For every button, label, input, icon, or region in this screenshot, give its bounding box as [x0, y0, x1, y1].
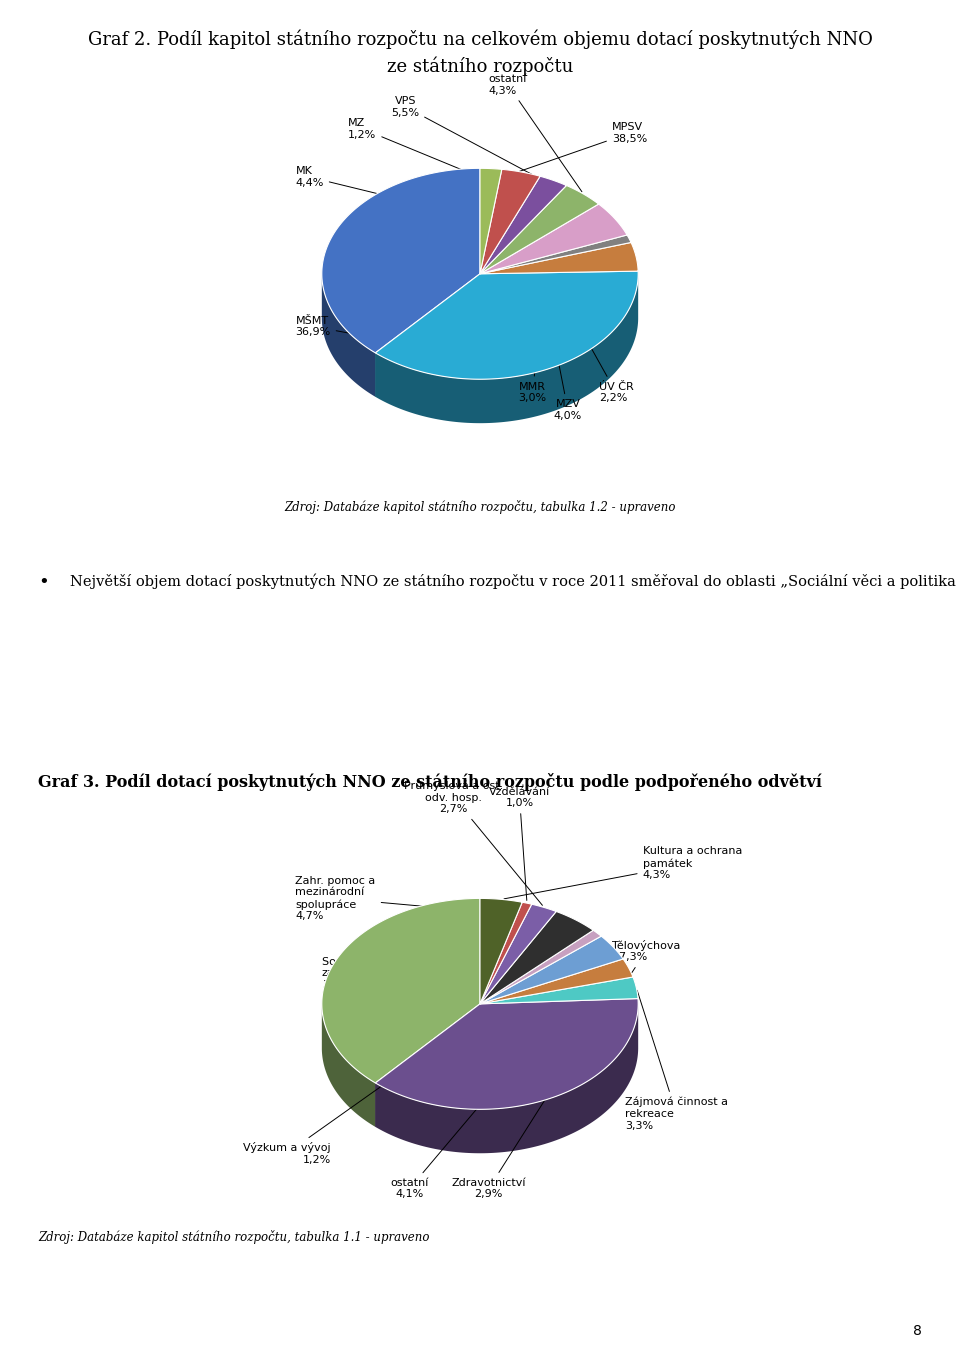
Polygon shape: [480, 235, 631, 274]
Polygon shape: [480, 242, 638, 274]
Polygon shape: [480, 902, 532, 1003]
Polygon shape: [375, 1005, 638, 1153]
Polygon shape: [480, 204, 627, 274]
Text: Zahr. pomoc a
mezinárodní
spolupráce
4,7%: Zahr. pomoc a mezinárodní spolupráce 4,7…: [296, 876, 573, 921]
Polygon shape: [480, 936, 623, 1003]
Polygon shape: [480, 930, 601, 1003]
Polygon shape: [480, 898, 522, 1003]
Polygon shape: [322, 1006, 375, 1128]
Text: Zdravotnictví
2,9%: Zdravotnictví 2,9%: [451, 971, 627, 1199]
Polygon shape: [375, 274, 480, 397]
Text: MŠMT
36,9%: MŠMT 36,9%: [296, 316, 544, 369]
Text: Graf 2. Podíl kapitol státního rozpočtu na celkovém objemu dotací poskytnutých N: Graf 2. Podíl kapitol státního rozpočtu …: [87, 30, 873, 77]
Text: MK
4,4%: MK 4,4%: [296, 166, 634, 256]
Polygon shape: [375, 272, 638, 379]
Polygon shape: [480, 977, 638, 1003]
Polygon shape: [480, 169, 502, 274]
Text: Vzdělávání
1,0%: Vzdělávání 1,0%: [489, 787, 550, 900]
Text: Zájmová činnost a
rekreace
3,3%: Zájmová činnost a rekreace 3,3%: [625, 990, 728, 1130]
Polygon shape: [480, 185, 599, 274]
Text: ostatní
4,1%: ostatní 4,1%: [391, 949, 612, 1199]
Text: •: •: [38, 573, 49, 591]
Polygon shape: [375, 999, 638, 1109]
Text: 8: 8: [913, 1325, 922, 1338]
Polygon shape: [480, 176, 566, 274]
Text: MPSV
38,5%: MPSV 38,5%: [335, 123, 647, 235]
Text: Výzkum a vývoj
1,2%: Výzkum a vývoj 1,2%: [243, 934, 595, 1164]
Polygon shape: [480, 904, 556, 1003]
Polygon shape: [322, 169, 480, 353]
Polygon shape: [375, 274, 480, 397]
Text: ÚV ČR
2,2%: ÚV ČR 2,2%: [492, 170, 634, 403]
Text: Zdroj: Databáze kapitol státního rozpočtu, tabulka 1.2 - upraveno: Zdroj: Databáze kapitol státního rozpočt…: [284, 500, 676, 514]
Polygon shape: [480, 959, 633, 1003]
Polygon shape: [322, 898, 480, 1083]
Polygon shape: [480, 169, 540, 274]
Text: Graf 3. Podíl dotací poskytnutých NNO ze státního rozpočtu podle podpořeného odv: Graf 3. Podíl dotací poskytnutých NNO ze…: [38, 773, 823, 791]
Text: MZ
1,2%: MZ 1,2%: [348, 118, 627, 238]
Text: ostatní
4,3%: ostatní 4,3%: [489, 74, 582, 192]
Polygon shape: [375, 276, 638, 423]
Text: Průmyslová a ost.
odv. hosp.
2,7%: Průmyslová a ost. odv. hosp. 2,7%: [404, 780, 542, 906]
Text: Kultura a ochrana
památek
4,3%: Kultura a ochrana památek 4,3%: [504, 846, 742, 899]
Polygon shape: [480, 911, 593, 1003]
Text: Zdroj: Databáze kapitol státního rozpočtu, tabulka 1.1 - upraveno: Zdroj: Databáze kapitol státního rozpočt…: [38, 1230, 430, 1244]
Text: MZV
4,0%: MZV 4,0%: [522, 174, 582, 420]
Text: Sociální věci a pol.
zaměstnanosti
38,5%: Sociální věci a pol. zaměstnanosti 38,5%: [322, 956, 426, 990]
Text: MMR
3,0%: MMR 3,0%: [518, 183, 553, 403]
Polygon shape: [375, 1003, 480, 1128]
Polygon shape: [375, 1003, 480, 1128]
Text: VPS
5,5%: VPS 5,5%: [392, 96, 612, 218]
Text: Největší objem dotací poskytnutých NNO ze státního rozpočtu v roce 2011 směřoval: Největší objem dotací poskytnutých NNO z…: [70, 573, 960, 588]
Text: Tělovýchova
37,3%: Tělovýchova 37,3%: [550, 940, 681, 1096]
Polygon shape: [322, 276, 375, 397]
